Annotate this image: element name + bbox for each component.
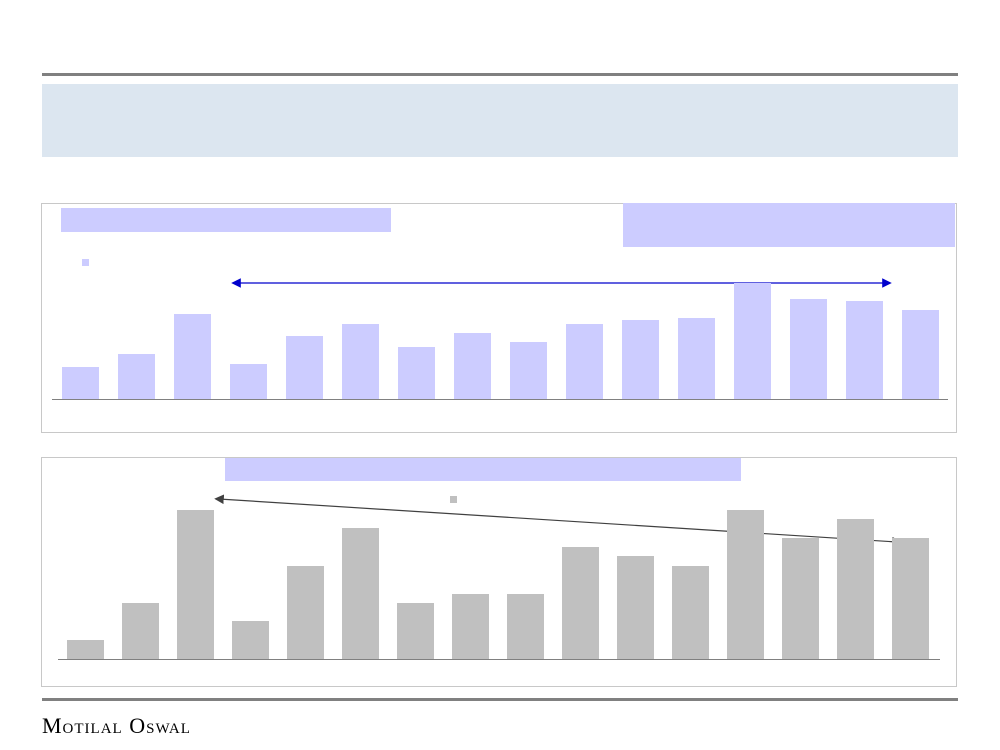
- chart-title-box: [225, 458, 741, 481]
- bar: [622, 320, 659, 399]
- top-rule: [42, 73, 958, 76]
- bar: [286, 336, 323, 399]
- bar: [790, 299, 827, 399]
- bar: [727, 510, 764, 659]
- bar: [678, 318, 715, 399]
- bar: [122, 603, 159, 659]
- bar: [342, 528, 379, 659]
- bar: [507, 594, 544, 659]
- bar: [174, 314, 211, 399]
- bar: [452, 594, 489, 659]
- bar: [846, 301, 883, 399]
- chart-frame: [41, 457, 957, 687]
- brand: Motilal Oswal: [42, 713, 191, 738]
- bar: [232, 621, 269, 659]
- bar: [782, 538, 819, 659]
- callout-box: [623, 203, 955, 247]
- bar: [454, 333, 491, 399]
- bar: [734, 283, 771, 399]
- bar: [672, 566, 709, 659]
- bar: [287, 566, 324, 659]
- bottom-rule: [42, 698, 958, 701]
- legend-swatch: [450, 496, 457, 503]
- bar: [62, 367, 99, 399]
- trend-arrow: [214, 494, 902, 547]
- bar: [118, 354, 155, 399]
- chart-title-box: [61, 208, 391, 232]
- legend-swatch: [82, 259, 89, 266]
- bar: [837, 519, 874, 659]
- bar: [566, 324, 603, 399]
- bar: [177, 510, 214, 659]
- bar: [342, 324, 379, 399]
- header-box: [42, 84, 958, 157]
- bar: [397, 603, 434, 659]
- bar: [617, 556, 654, 659]
- bar: [230, 364, 267, 399]
- bar: [510, 342, 547, 399]
- bar: [902, 310, 939, 399]
- bar: [562, 547, 599, 659]
- bar: [67, 640, 104, 659]
- chart-frame: [41, 203, 957, 433]
- bar: [892, 538, 929, 659]
- bar: [398, 347, 435, 399]
